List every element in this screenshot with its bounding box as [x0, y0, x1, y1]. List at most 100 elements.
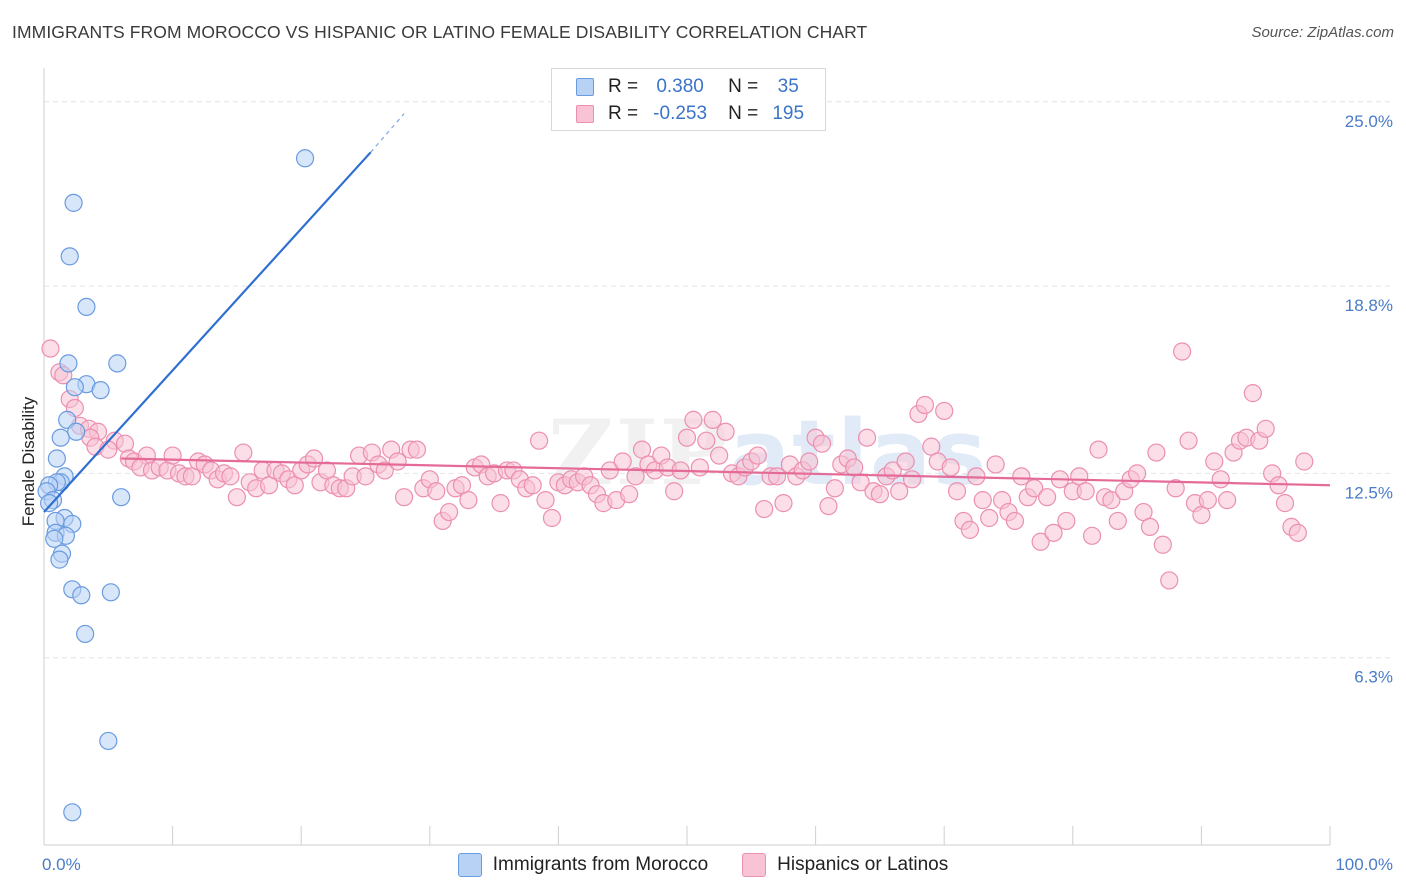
point-morocco [101, 583, 120, 602]
point-hispanic [1108, 511, 1127, 531]
point-hispanic [439, 502, 459, 522]
point-morocco [64, 193, 83, 212]
point-morocco [76, 624, 95, 644]
x-tick-label: 100.0% [1335, 855, 1393, 874]
point-hispanic [697, 431, 716, 450]
point-hispanic [542, 508, 562, 528]
series-legend-hispanic[interactable]: Hispanics or Latinos [742, 853, 948, 877]
point-hispanic [947, 482, 967, 501]
point-hispanic [1288, 523, 1307, 542]
point-hispanic [1256, 419, 1275, 438]
point-hispanic [716, 422, 735, 441]
point-hispanic [774, 494, 793, 513]
point-hispanic [1005, 511, 1025, 531]
point-hispanic [748, 446, 767, 465]
point-hispanic [1166, 479, 1185, 498]
point-hispanic [902, 470, 922, 489]
point-hispanic [530, 431, 549, 450]
point-morocco [99, 731, 118, 751]
point-morocco [91, 381, 110, 400]
y-tick-label: 25.0% [1345, 112, 1393, 131]
point-hispanic [1205, 452, 1224, 471]
y-tick-label: 12.5% [1345, 483, 1393, 502]
point-hispanic [459, 491, 478, 510]
series-label-morocco: Immigrants from Morocco [492, 854, 709, 875]
point-hispanic [857, 428, 877, 447]
point-hispanic [1275, 494, 1295, 513]
series-swatch-hispanic [742, 853, 767, 877]
series-label-hispanic: Hispanics or Latinos [777, 854, 949, 875]
point-hispanic [703, 410, 722, 429]
point-hispanic [896, 452, 915, 471]
point-morocco [63, 803, 82, 822]
point-hispanic [767, 467, 787, 486]
point-hispanic [1173, 342, 1192, 361]
legend-r-label: R = [608, 76, 639, 97]
point-hispanic [523, 476, 542, 495]
point-hispanic [684, 410, 703, 429]
legend-n-label: N = [728, 76, 759, 97]
point-hispanic [536, 491, 555, 510]
legend-r-label: R = [608, 103, 639, 124]
point-hispanic [1037, 488, 1057, 507]
legend-row-hispanic: R = -0.253 N = 195 [576, 102, 818, 126]
point-hispanic [1102, 491, 1121, 510]
point-hispanic [1179, 431, 1198, 450]
legend-n-value: 195 [772, 103, 805, 124]
series-legend-morocco[interactable]: Immigrants from Morocco [457, 853, 709, 877]
y-axis-title: Female Disability [19, 396, 38, 526]
point-hispanic [1147, 443, 1166, 462]
point-morocco [45, 529, 64, 548]
point-hispanic [986, 455, 1005, 474]
point-hispanic [1243, 384, 1262, 403]
point-hispanic [825, 479, 844, 498]
point-hispanic [491, 494, 510, 513]
point-hispanic [890, 482, 909, 501]
series-swatch-morocco [457, 853, 482, 877]
point-hispanic [1076, 482, 1095, 501]
point-morocco [108, 354, 127, 373]
chart-source: Source: ZipAtlas.com [1251, 24, 1394, 41]
point-hispanic [755, 499, 774, 519]
point-morocco [67, 422, 86, 441]
point-hispanic [819, 496, 838, 516]
point-morocco [77, 297, 96, 317]
legend-swatch-hispanic [576, 105, 594, 123]
legend-n-value: 35 [777, 76, 799, 97]
point-morocco [295, 149, 315, 168]
point-hispanic [1044, 523, 1063, 542]
point-hispanic [388, 452, 407, 471]
point-hispanic [375, 461, 394, 480]
point-hispanic [935, 401, 954, 421]
point-hispanic [163, 446, 182, 465]
point-hispanic [1012, 467, 1031, 486]
point-hispanic [1031, 532, 1050, 551]
point-hispanic [941, 458, 960, 477]
point-morocco [50, 550, 69, 569]
point-hispanic [973, 491, 992, 510]
point-hispanic [710, 446, 729, 465]
trendline-hispanic [121, 457, 1331, 487]
point-hispanic [227, 488, 246, 507]
point-hispanic [915, 395, 935, 415]
legend-row-morocco: R = 0.380 N = 35 [576, 75, 818, 99]
stats-legend: R = 0.380 N = 35 R = -0.253 N = 195 [551, 68, 826, 131]
point-hispanic [613, 452, 632, 471]
point-hispanic [1211, 470, 1230, 489]
point-hispanic [115, 434, 135, 453]
point-morocco [60, 247, 79, 266]
point-hispanic [1089, 440, 1108, 459]
legend-r-value: -0.253 [653, 103, 708, 124]
trendline-morocco-extension [370, 113, 405, 153]
point-hispanic [665, 482, 684, 501]
trendline-morocco [43, 151, 372, 513]
point-hispanic [1160, 571, 1179, 590]
point-hispanic [677, 428, 697, 447]
point-morocco [112, 488, 131, 507]
point-hispanic [356, 467, 375, 486]
legend-r-value: 0.380 [656, 76, 704, 97]
point-hispanic [980, 508, 999, 528]
y-tick-label: 18.8% [1345, 296, 1393, 315]
point-hispanic [1127, 464, 1147, 483]
